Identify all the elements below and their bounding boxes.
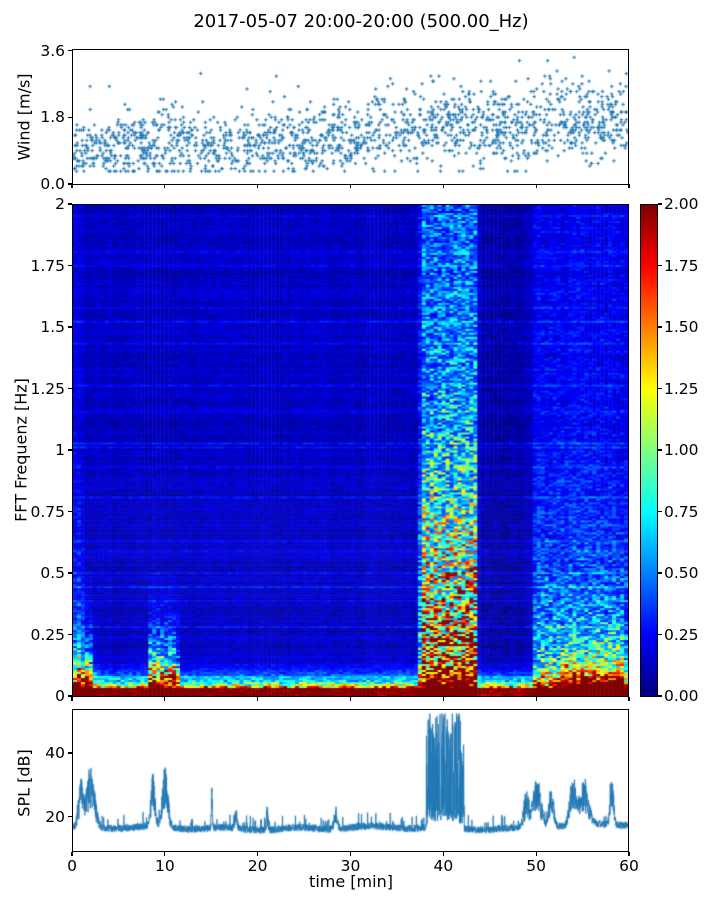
spectrogram-xtick-mark bbox=[535, 697, 537, 701]
wind-scatter-canvas bbox=[73, 50, 628, 184]
colorbar-tick-label: 0.25 bbox=[664, 625, 699, 644]
wind-ylabel: Wind [m/s] bbox=[14, 73, 34, 161]
spl-ytick-mark bbox=[68, 752, 72, 754]
wind-axes bbox=[72, 49, 629, 185]
time-xtick-mark bbox=[442, 852, 444, 856]
time-xtick-mark bbox=[164, 852, 166, 856]
spectrogram-ytick-label: 0 bbox=[55, 686, 65, 705]
spectrogram-ytick-mark bbox=[68, 203, 72, 205]
spectrogram-ytick-mark bbox=[68, 633, 72, 636]
time-xtick-mark bbox=[535, 852, 537, 856]
wind-xtick-mark bbox=[257, 184, 259, 188]
spectrogram-ytick-label: 0.25 bbox=[30, 625, 65, 644]
colorbar-canvas bbox=[641, 205, 657, 696]
colorbar-tick-mark bbox=[658, 510, 662, 513]
spectrogram-ytick-label: 2 bbox=[55, 194, 65, 213]
wind-xtick-mark bbox=[349, 184, 352, 188]
wind-xtick-mark bbox=[535, 184, 537, 188]
wind-ytick-label: 3.6 bbox=[40, 41, 65, 60]
time-axis-label: time [min] bbox=[309, 872, 393, 891]
spectrogram-xtick-mark bbox=[71, 697, 73, 701]
wind-ytick-mark bbox=[68, 50, 72, 52]
colorbar-tick-mark bbox=[658, 326, 662, 328]
spectrogram-ytick-mark bbox=[68, 695, 72, 697]
spectrogram-ytick-label: 1.75 bbox=[30, 256, 65, 275]
spectrogram-xtick-mark bbox=[257, 697, 259, 701]
time-xtick-label: 30 bbox=[340, 857, 361, 875]
spectrogram-xtick-mark bbox=[349, 697, 352, 701]
time-xtick-mark bbox=[71, 852, 73, 856]
time-xtick-label: 10 bbox=[154, 857, 175, 875]
wind-xtick-mark bbox=[442, 184, 444, 188]
colorbar-tick-label: 1.75 bbox=[664, 256, 699, 275]
spectrogram-canvas bbox=[73, 205, 628, 696]
spectrogram-ytick-mark bbox=[68, 449, 72, 451]
time-xtick-mark bbox=[257, 852, 259, 856]
spectrogram-ytick-label: 0.5 bbox=[40, 563, 65, 582]
wind-ytick-label: 0.0 bbox=[40, 174, 65, 193]
spectrogram-ytick-label: 1.5 bbox=[40, 317, 65, 336]
figure-title: 2017-05-07 20:00-20:00 (500.00_Hz) bbox=[193, 11, 529, 32]
spectrogram-xtick-mark bbox=[442, 697, 444, 701]
wind-ytick-label: 1.8 bbox=[40, 108, 65, 127]
colorbar-tick-mark bbox=[658, 264, 662, 267]
spectrogram-ytick-mark bbox=[68, 510, 72, 513]
wind-ytick-mark bbox=[68, 116, 72, 118]
spl-ylabel: SPL [dB] bbox=[14, 749, 34, 817]
spectrogram-ytick-mark bbox=[68, 264, 72, 267]
wind-xtick-mark bbox=[71, 184, 73, 188]
spl-ytick-mark bbox=[68, 816, 72, 818]
time-xtick-mark bbox=[628, 852, 630, 856]
wind-xtick-mark bbox=[628, 184, 630, 188]
wind-ytick-mark bbox=[68, 183, 72, 185]
colorbar-tick-mark bbox=[658, 387, 662, 390]
time-xtick-mark bbox=[349, 852, 352, 856]
spectrogram-ytick-mark bbox=[68, 387, 72, 390]
time-xtick-label: 0 bbox=[67, 857, 77, 875]
spectrogram-axes bbox=[72, 204, 629, 697]
spl-ytick-label: 20 bbox=[45, 807, 65, 826]
colorbar-tick-mark bbox=[658, 203, 662, 205]
time-xtick-label: 50 bbox=[526, 857, 547, 875]
wind-xtick-mark bbox=[164, 184, 166, 188]
colorbar-tick-label: 1.00 bbox=[664, 440, 699, 459]
time-xtick-label: 60 bbox=[619, 857, 639, 875]
spectrogram-ytick-label: 1.25 bbox=[30, 379, 65, 398]
colorbar-tick-label: 0.50 bbox=[664, 563, 699, 582]
spectrogram-xtick-mark bbox=[628, 697, 630, 701]
colorbar-tick-label: 2.00 bbox=[664, 194, 699, 213]
spectrogram-ytick-label: 0.75 bbox=[30, 502, 65, 521]
spl-axes bbox=[72, 709, 629, 852]
spectrogram-ytick-mark bbox=[68, 572, 72, 574]
colorbar-tick-label: 0.00 bbox=[664, 686, 699, 705]
spectrogram-ytick-mark bbox=[68, 326, 72, 328]
colorbar-tick-mark bbox=[658, 695, 662, 697]
time-xtick-label: 20 bbox=[247, 857, 268, 875]
spectrogram-ylabel: FFT Frequenz [Hz] bbox=[11, 378, 31, 522]
colorbar-tick-mark bbox=[658, 633, 662, 636]
colorbar-tick-label: 0.75 bbox=[664, 502, 699, 521]
colorbar-tick-label: 1.25 bbox=[664, 379, 699, 398]
colorbar-tick-label: 1.50 bbox=[664, 317, 699, 336]
spectrogram-ytick-label: 1 bbox=[55, 440, 65, 459]
time-xtick-label: 40 bbox=[433, 857, 454, 875]
spectrogram-xtick-mark bbox=[164, 697, 166, 701]
spl-line-canvas bbox=[73, 710, 628, 851]
colorbar bbox=[640, 204, 658, 697]
colorbar-tick-mark bbox=[658, 572, 662, 574]
spl-ytick-label: 40 bbox=[45, 743, 65, 762]
colorbar-tick-mark bbox=[658, 449, 662, 451]
